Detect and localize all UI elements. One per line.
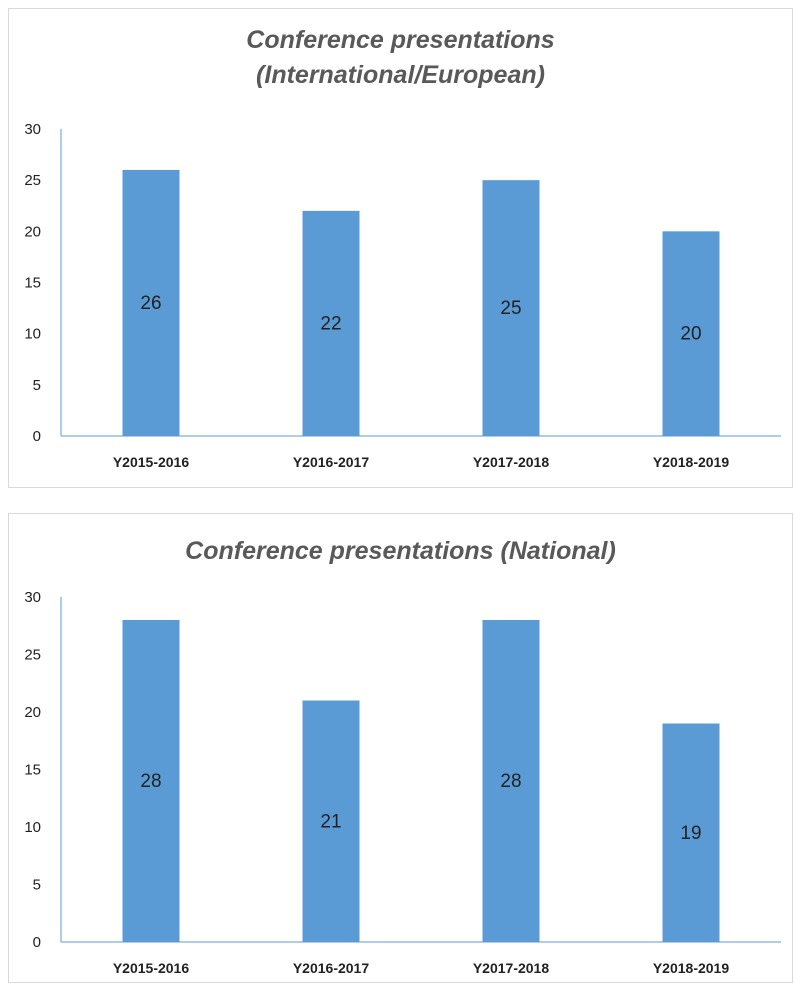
bar-chart-international: 0 5 10 15 20 25 30 26 Y2015-2016 22 Y2016-2017 25 Y2… <box>24 121 781 470</box>
y-tick-label: 15 <box>24 275 41 292</box>
chart-title-line-2: (International/European) <box>256 61 545 89</box>
y-tick-label: 25 <box>24 647 41 664</box>
y-tick-label: 20 <box>24 223 41 240</box>
y-tick-label: 10 <box>24 819 41 836</box>
chart-panel-international: Conference presentations (International/… <box>8 8 793 488</box>
chart-title: Conference presentations (International/… <box>9 23 792 93</box>
x-tick-label: Y2015-2016 <box>113 454 190 470</box>
x-tick-label: Y2016-2017 <box>293 454 370 470</box>
data-label: 21 <box>320 811 341 832</box>
data-label: 19 <box>680 823 701 844</box>
x-tick-label: Y2018-2019 <box>653 960 730 976</box>
data-label: 22 <box>320 313 341 334</box>
x-tick-label: Y2015-2016 <box>113 960 190 976</box>
x-tick-label: Y2017-2018 <box>473 454 550 470</box>
y-tick-label: 15 <box>24 762 41 779</box>
bar <box>302 210 360 436</box>
y-tick-label: 0 <box>33 428 41 445</box>
y-tick-label: 20 <box>24 704 41 721</box>
bar <box>122 620 180 942</box>
chart-title-line-1: Conference presentations <box>246 26 555 54</box>
x-tick-label: Y2017-2018 <box>473 960 550 976</box>
y-tick-label: 0 <box>33 934 41 951</box>
x-tick-label: Y2018-2019 <box>653 454 730 470</box>
chart-title: Conference presentations (National) <box>9 534 792 569</box>
chart-title-line-1: Conference presentations (National) <box>185 537 616 565</box>
bar-chart-national: 0 5 10 15 20 25 30 28 Y2015-2016 21 Y2016-2017 28 Y2… <box>24 589 781 976</box>
data-label: 26 <box>140 293 161 314</box>
x-tick-label: Y2016-2017 <box>293 960 370 976</box>
data-label: 28 <box>500 771 521 792</box>
y-tick-label: 5 <box>33 377 41 394</box>
data-label: 28 <box>140 771 161 792</box>
chart-panel-national: Conference presentations (National) 0 5 10… <box>8 513 793 983</box>
y-tick-label: 30 <box>24 589 41 606</box>
y-tick-label: 5 <box>33 877 41 894</box>
bar <box>482 180 540 436</box>
bar <box>122 169 180 436</box>
y-tick-label: 30 <box>24 121 41 138</box>
data-label: 20 <box>680 324 701 345</box>
bar <box>482 620 540 942</box>
bar <box>662 231 720 436</box>
y-tick-label: 10 <box>24 326 41 343</box>
bar <box>302 700 360 942</box>
y-tick-label: 25 <box>24 172 41 189</box>
bar <box>662 723 720 942</box>
data-label: 25 <box>500 298 521 319</box>
